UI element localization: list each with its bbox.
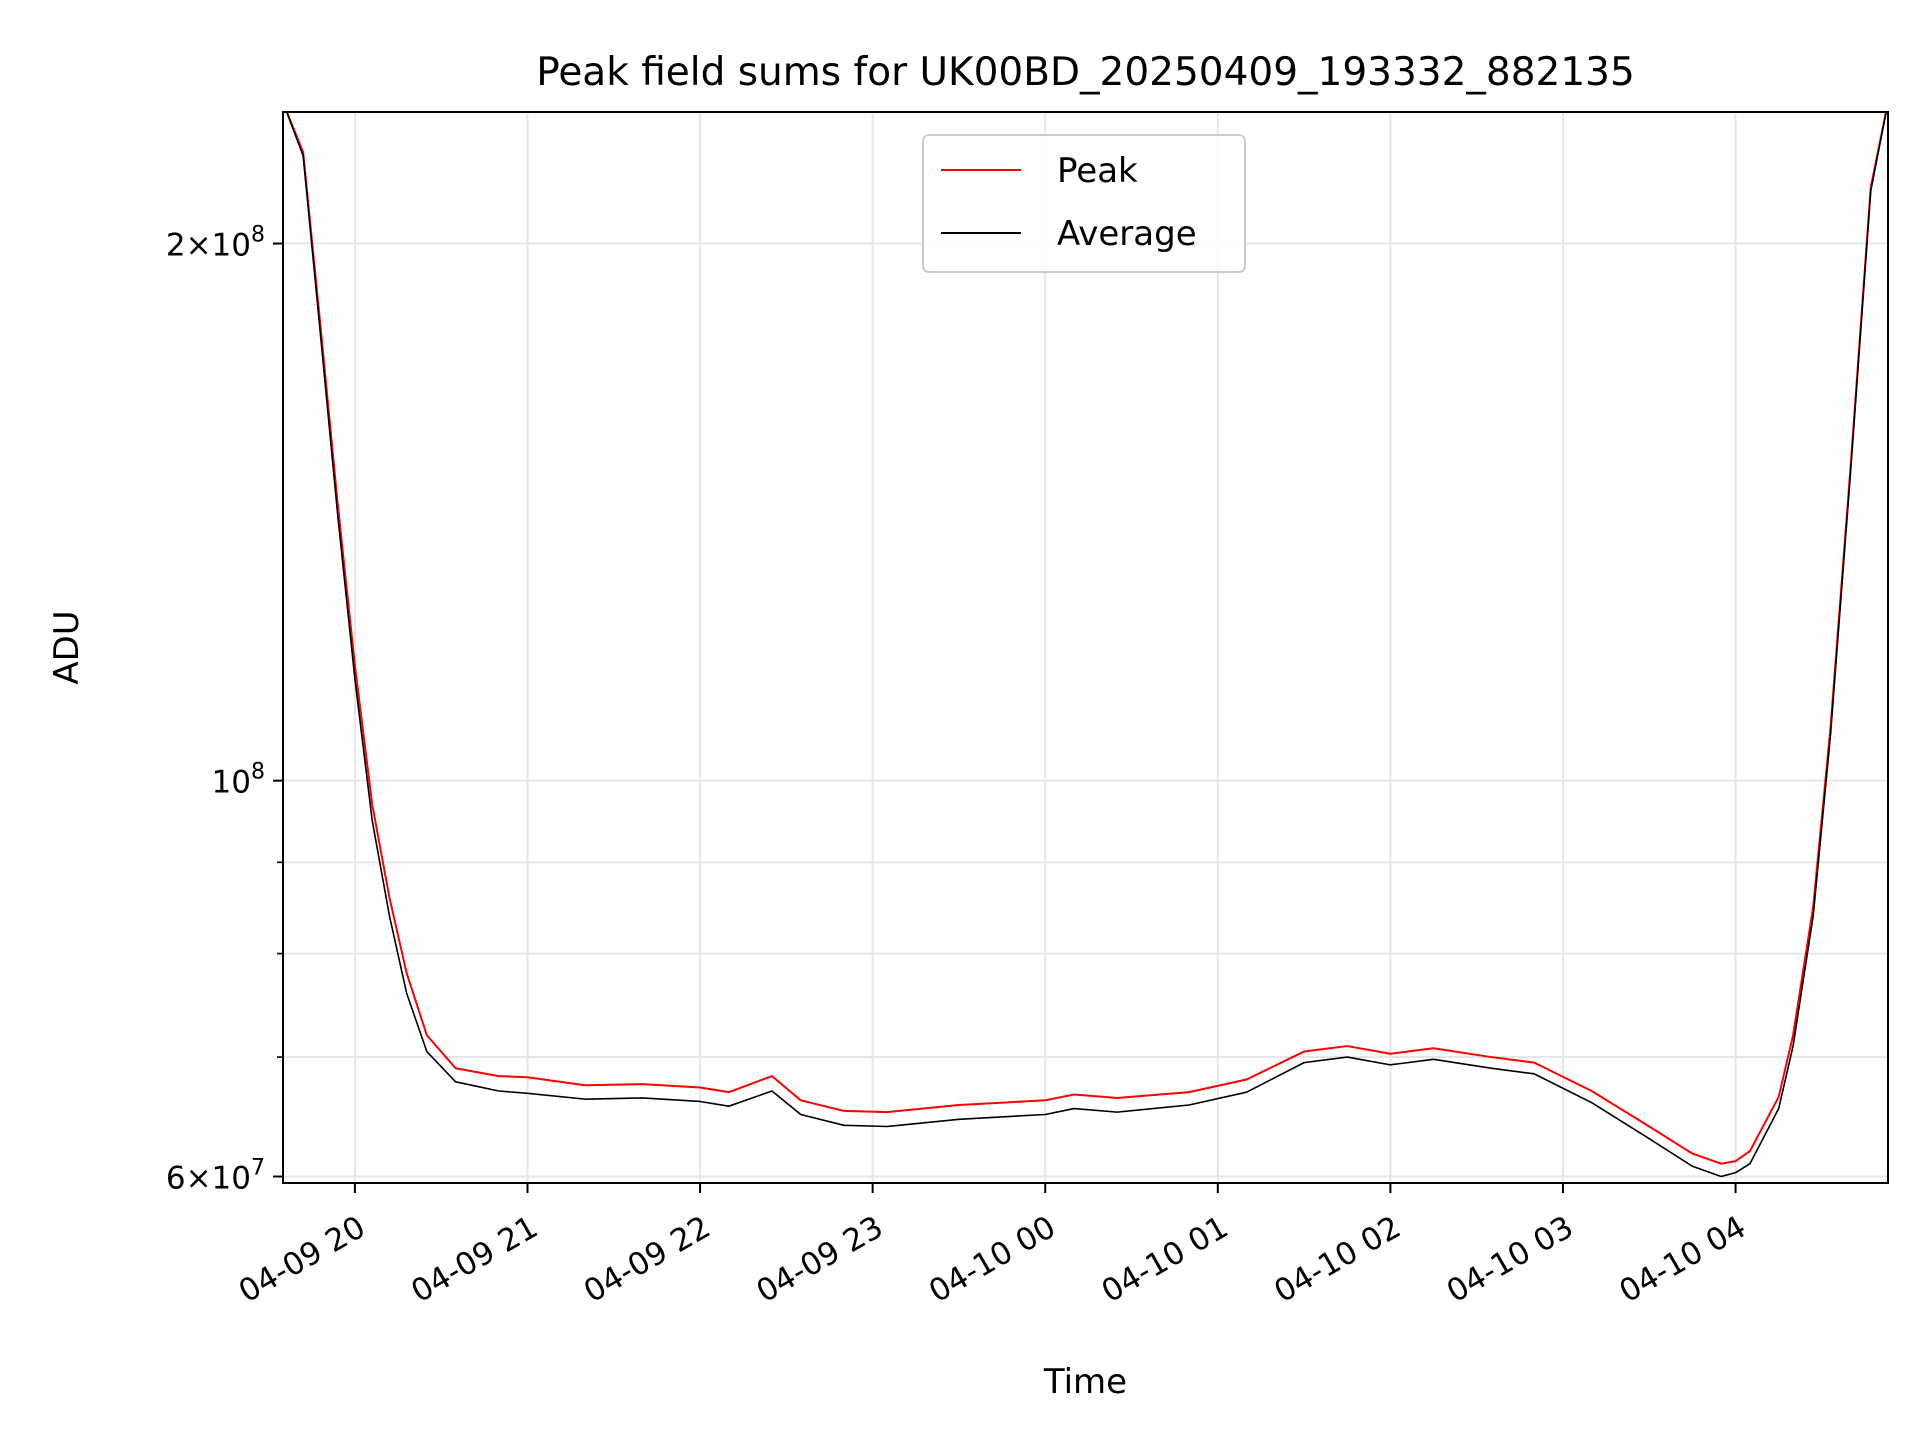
- series-line-peak: [285, 112, 1888, 1165]
- series-layer: [285, 112, 1888, 1178]
- chart-title: Peak field sums for UK00BD_20250409_1933…: [536, 50, 1635, 95]
- grid: [283, 112, 1888, 1183]
- plot-frame: [282, 111, 1889, 1184]
- legend-label: Peak: [1057, 151, 1138, 191]
- x-axis-label: Time: [1043, 1362, 1127, 1402]
- legend-label: Average: [1057, 214, 1197, 254]
- y-axis-label: ADU: [47, 610, 87, 684]
- legend: Peak Average: [922, 134, 1246, 273]
- y-tick-label: 6×107: [166, 1156, 265, 1197]
- y-tick-label: 2×108: [166, 223, 265, 264]
- series-line-average: [285, 112, 1887, 1178]
